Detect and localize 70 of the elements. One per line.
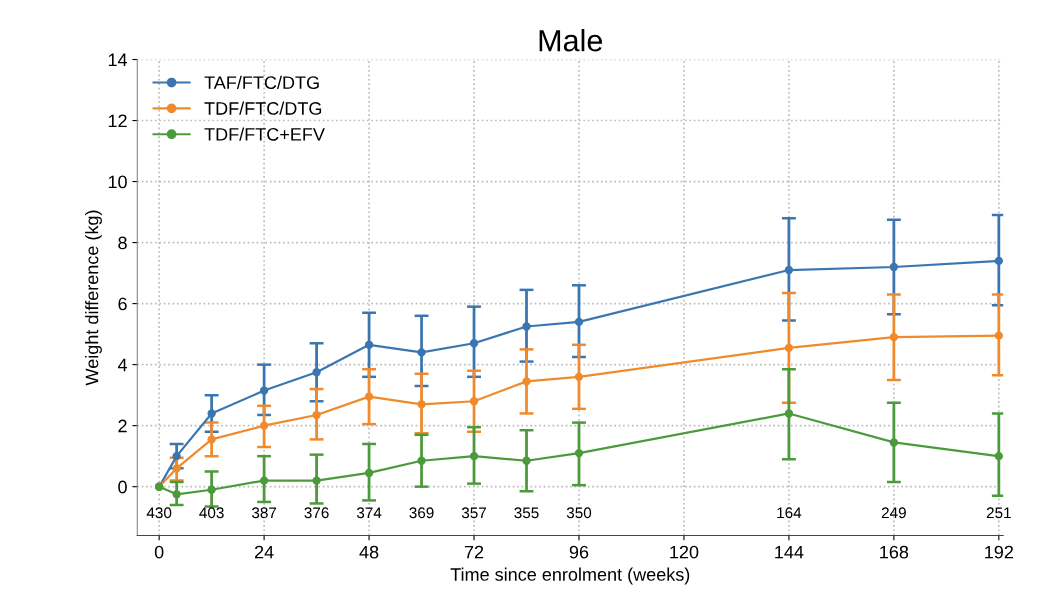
point — [364, 392, 374, 401]
point — [889, 332, 899, 342]
annotation: 403 — [199, 507, 224, 519]
point — [784, 409, 794, 418]
point — [889, 262, 899, 272]
y-tick-label: 10 — [108, 175, 127, 189]
legend-label: TDF/FTC/DTG — [204, 101, 322, 115]
point — [522, 456, 531, 465]
x-tick-label: 144 — [775, 545, 804, 559]
annotation: 249 — [881, 507, 906, 519]
y-tick-label: 4 — [117, 358, 128, 372]
point — [207, 409, 216, 418]
y-tick-label: 8 — [118, 236, 127, 250]
point — [172, 451, 181, 461]
point — [417, 348, 426, 357]
point — [259, 421, 269, 430]
annotation: 251 — [986, 507, 1011, 519]
point — [417, 400, 426, 409]
point — [364, 340, 374, 349]
point — [574, 372, 584, 382]
x-tick-label: 48 — [359, 545, 379, 559]
x-tick-label: 192 — [985, 545, 1013, 559]
point — [994, 331, 1003, 340]
y-tick-label: 12 — [108, 114, 127, 128]
point — [574, 317, 584, 327]
point — [312, 476, 321, 485]
x-tick-label: 0 — [154, 545, 164, 559]
annotation: 350 — [566, 507, 592, 519]
annotation: 369 — [409, 507, 434, 519]
x-tick-label: 24 — [254, 545, 274, 559]
annotation: 387 — [251, 507, 277, 519]
point — [207, 485, 216, 494]
point — [889, 438, 899, 447]
y-tick-label: 2 — [118, 419, 127, 433]
point — [469, 397, 479, 406]
x-tick-label: 168 — [880, 545, 909, 559]
point — [522, 377, 531, 386]
point — [259, 476, 269, 485]
point — [469, 339, 479, 348]
y-tick-label: 0 — [118, 480, 127, 494]
legend-label: TDF/FTC+EFV — [204, 127, 325, 141]
point — [994, 451, 1003, 461]
chart-title: Male — [539, 29, 602, 52]
annotation: 357 — [461, 507, 487, 519]
legend-label: TAF/FTC/DTG — [204, 75, 319, 90]
annotation: 374 — [356, 507, 382, 519]
point — [207, 435, 216, 444]
annotation: 164 — [777, 507, 802, 519]
annotation: 376 — [304, 507, 329, 519]
x-tick-label: 72 — [464, 545, 484, 559]
y-tick-label: 6 — [118, 297, 127, 311]
point — [259, 386, 269, 395]
point — [172, 490, 181, 499]
point — [469, 451, 479, 461]
x-tick-label: 96 — [569, 545, 589, 559]
point — [312, 368, 321, 377]
x-axis-title: Time since enrolment (weeks) — [450, 567, 690, 585]
y-axis-title: Weight difference (kg) — [85, 210, 102, 386]
x-tick-label: 120 — [670, 545, 699, 559]
point — [522, 322, 531, 331]
point — [784, 265, 794, 275]
y-tick-label: 14 — [108, 53, 128, 67]
point — [784, 343, 794, 353]
annotation: 430 — [146, 507, 172, 519]
point — [312, 410, 321, 420]
annotation: 355 — [514, 507, 539, 519]
point — [574, 448, 584, 458]
point — [364, 468, 374, 478]
point — [417, 456, 426, 465]
point — [994, 256, 1003, 266]
